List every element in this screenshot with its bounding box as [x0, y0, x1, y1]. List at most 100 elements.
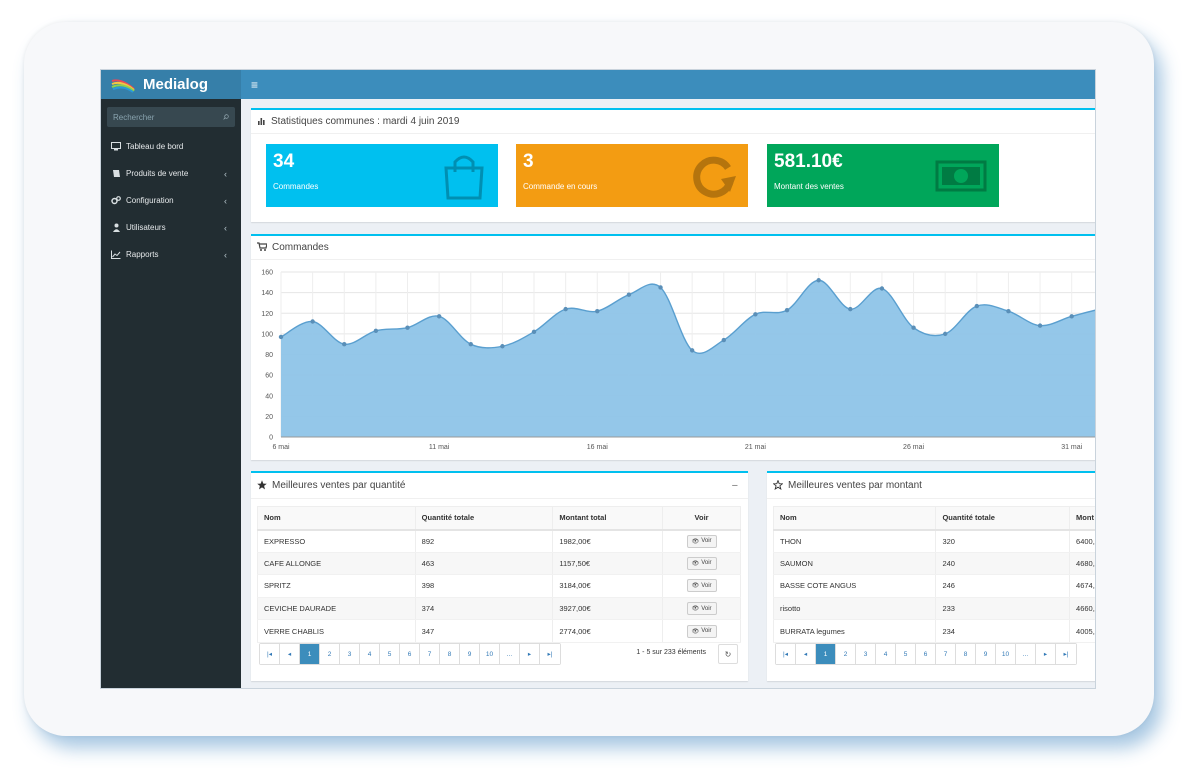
cell-quantite: 246 [935, 574, 1071, 598]
hamburger-menu-icon[interactable]: ≡ [251, 77, 259, 92]
cell-montant: 1982,00€ [552, 529, 664, 553]
data-point [310, 319, 315, 324]
sidebar-item-produits-de-vente[interactable]: Produits de vente ‹ [101, 160, 241, 187]
page-8-button[interactable]: 8 [440, 644, 460, 664]
stat-value: 3 [523, 151, 534, 172]
table-row: SPRITZ 398 3184,00€ 👁 Voir [257, 574, 741, 598]
data-point [436, 314, 442, 319]
page-3-button[interactable]: 3 [340, 644, 360, 664]
pagination: |◂ ◂ 1 2 3 4 5 6 7 8 9 10... ▸ ▸| [775, 643, 1077, 665]
column-header-nom[interactable]: Nom [773, 506, 937, 531]
column-header-quantite[interactable]: Quantité totale [935, 506, 1071, 531]
column-header-montant[interactable]: Montant total [552, 506, 664, 531]
voir-button[interactable]: 👁 Voir [686, 624, 717, 638]
stat-card-commandes: 34 Commandes [266, 144, 498, 207]
sidebar-item-tableau-de-bord[interactable]: Tableau de bord [101, 133, 241, 160]
collapse-button[interactable]: − [731, 479, 738, 492]
last-page-button[interactable]: ▸| [1056, 644, 1076, 664]
data-point [974, 303, 980, 309]
cell-nom: CAFE ALLONGE [257, 552, 416, 576]
page-10-button[interactable]: 10 [480, 644, 500, 664]
next-page-button[interactable]: ▸ [520, 644, 540, 664]
search-icon[interactable] [223, 111, 229, 123]
page-9-button[interactable]: 9 [460, 644, 480, 664]
page-6-button[interactable]: 6 [400, 644, 420, 664]
table-row: BURRATA legumes 234 4005, [773, 619, 1095, 643]
search-input[interactable] [113, 112, 223, 122]
top-navbar: ≡ [241, 70, 1095, 99]
page-7-button[interactable]: 7 [420, 644, 440, 664]
eye-icon: 👁 [691, 560, 700, 567]
x-tick-label: 16 mai [587, 444, 608, 451]
cell-montant: 4660, [1069, 597, 1095, 621]
last-page-button[interactable]: ▸| [540, 644, 560, 664]
refresh-button[interactable]: ↻ [718, 644, 738, 664]
voir-button[interactable]: 👁 Voir [686, 602, 717, 616]
y-tick-label: 120 [261, 311, 273, 318]
page-2-button[interactable]: 2 [320, 644, 340, 664]
page-4-button[interactable]: 4 [360, 644, 380, 664]
first-page-button[interactable]: |◂ [776, 644, 796, 664]
column-header-montant[interactable]: Mont [1069, 506, 1095, 531]
eye-icon: 👁 [691, 628, 700, 635]
column-header-nom[interactable]: Nom [257, 506, 416, 531]
page-5-button[interactable]: 5 [380, 644, 400, 664]
cell-quantite: 374 [415, 597, 554, 621]
page-9-button[interactable]: 9 [976, 644, 996, 664]
page-6-button[interactable]: 6 [916, 644, 936, 664]
page-4-button[interactable]: 4 [876, 644, 896, 664]
table-row: CEVICHE DAURADE 374 3927,00€ 👁 Voir [257, 597, 741, 621]
brand[interactable]: Medialog [101, 70, 241, 99]
prev-page-button[interactable]: ◂ [280, 644, 300, 664]
page-3-button[interactable]: 3 [856, 644, 876, 664]
page-ellipsis[interactable]: ... [500, 644, 520, 664]
cell-quantite: 398 [415, 574, 554, 598]
first-page-button[interactable]: |◂ [260, 644, 280, 664]
eye-icon: 👁 [691, 583, 700, 590]
data-point [784, 307, 790, 313]
page-5-button[interactable]: 5 [896, 644, 916, 664]
best-amount-header: Meilleures ventes par montant [767, 473, 1095, 499]
page-ellipsis[interactable]: ... [1016, 644, 1036, 664]
medialog-logo-icon [111, 78, 135, 93]
page-2-button[interactable]: 2 [836, 644, 856, 664]
sidebar-item-label: Configuration [126, 196, 174, 205]
y-tick-label: 0 [269, 435, 273, 442]
user-icon [111, 223, 121, 233]
voir-button[interactable]: 👁 Voir [686, 534, 717, 548]
shopping-bag-icon [444, 155, 484, 200]
chevron-left-icon: ‹ [224, 222, 227, 233]
data-point [563, 306, 568, 312]
cell-quantite: 234 [935, 619, 1071, 643]
chevron-left-icon: ‹ [224, 168, 227, 179]
sidebar-item-utilisateurs[interactable]: Utilisateurs ‹ [101, 214, 241, 241]
orders-box: Commandes 0 20 40 60 80 100 120 140 160 6 mai 11 m… [251, 234, 1095, 460]
voir-button[interactable]: 👁 Voir [686, 579, 717, 593]
data-point [405, 325, 410, 330]
cell-quantite: 892 [415, 529, 554, 553]
data-point [911, 325, 916, 330]
page-7-button[interactable]: 7 [936, 644, 956, 664]
page-1-button[interactable]: 1 [300, 644, 320, 664]
stat-card-montant-des-ventes: 581.10€ Montant des ventes [767, 144, 999, 207]
cell-voir: 👁 Voir [662, 597, 741, 621]
data-point [942, 331, 948, 337]
voir-button[interactable]: 👁 Voir [686, 556, 717, 570]
orders-area [281, 280, 1095, 437]
best-qty-title: Meilleures ventes par quantité [272, 480, 406, 491]
table-header-row: Nom Quantité totale Mont [773, 506, 1095, 531]
cell-montant: 4680, [1069, 552, 1095, 576]
page-1-button[interactable]: 1 [816, 644, 836, 664]
prev-page-button[interactable]: ◂ [796, 644, 816, 664]
next-page-button[interactable]: ▸ [1036, 644, 1056, 664]
sidebar-item-configuration[interactable]: Configuration ‹ [101, 187, 241, 214]
sidebar-item-rapports[interactable]: Rapports ‹ [101, 241, 241, 268]
best-qty-box: Meilleures ventes par quantité − Nom Qua… [251, 471, 748, 681]
column-header-quantite[interactable]: Quantité totale [415, 506, 554, 531]
page-8-button[interactable]: 8 [956, 644, 976, 664]
x-tick-label: 21 mai [745, 444, 766, 451]
sidebar: Medialog Tableau de bord Produits de ven… [101, 70, 241, 688]
data-point [848, 306, 853, 312]
pagination: |◂ ◂ 1 2 3 4 5 6 7 8 9 10... ▸ ▸| [259, 643, 561, 665]
page-10-button[interactable]: 10 [996, 644, 1016, 664]
